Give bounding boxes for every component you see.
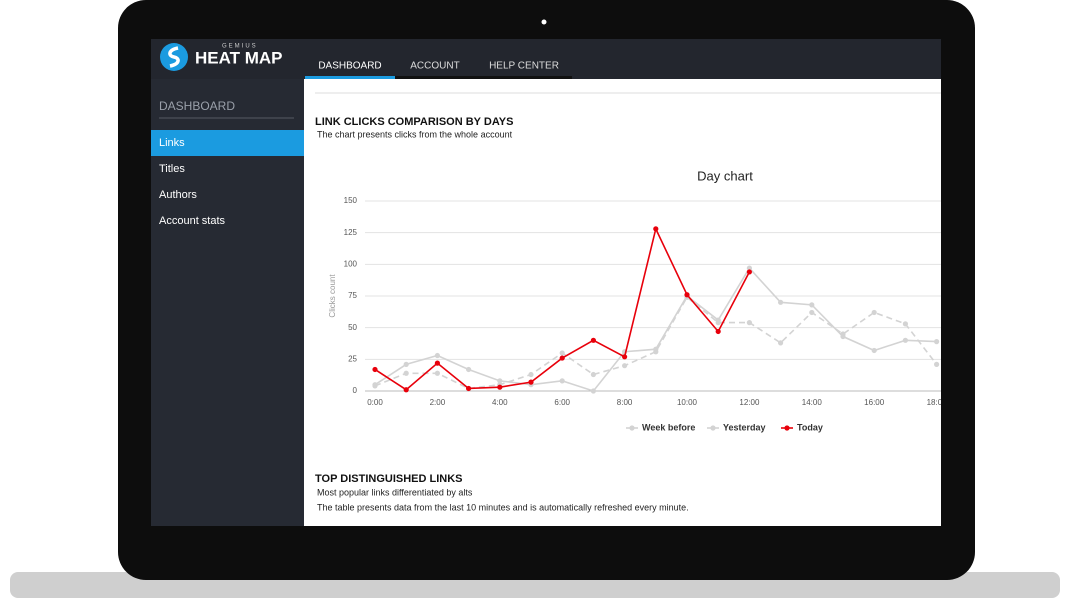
legend-marker — [710, 425, 716, 431]
point — [778, 299, 784, 305]
point — [746, 269, 753, 275]
point — [434, 352, 440, 359]
point — [653, 226, 659, 232]
x-tick-label: 8:00 — [617, 398, 633, 407]
logo-glyph — [168, 46, 180, 68]
y-tick-label: 0 — [353, 386, 358, 395]
point — [934, 339, 940, 345]
section-line: Most popular links differentiated by alt… — [317, 487, 473, 497]
section-title: LINK CLICKS COMPARISON BY DAYS — [315, 116, 513, 128]
point — [715, 317, 721, 323]
point — [684, 292, 690, 298]
point — [778, 340, 784, 346]
point — [403, 361, 409, 367]
x-tick-label: 12:00 — [739, 398, 760, 407]
point — [497, 384, 503, 390]
tab[interactable]: DASHBOARD — [318, 61, 381, 72]
point — [590, 371, 597, 378]
y-tick-label: 100 — [344, 259, 358, 268]
y-tick-label: 25 — [348, 354, 357, 363]
point — [403, 370, 409, 376]
logo-small: GEMIUS — [222, 44, 258, 50]
x-tick-label: 16:00 — [864, 398, 885, 407]
sidebar-active — [151, 130, 304, 156]
top-bar — [151, 39, 941, 79]
point — [466, 385, 472, 392]
y-tick-label: 75 — [348, 291, 357, 300]
y-tick-label: 125 — [344, 228, 358, 237]
point — [653, 346, 659, 352]
point — [840, 333, 846, 340]
legend-marker — [784, 425, 790, 431]
point — [902, 321, 909, 327]
point — [746, 265, 753, 271]
point — [434, 370, 440, 376]
point — [497, 378, 503, 384]
point — [715, 328, 721, 335]
point — [372, 382, 378, 388]
chart-title: Day chart — [697, 168, 753, 183]
y-axis-label: Clicks count — [328, 274, 337, 318]
point — [809, 309, 815, 316]
point — [871, 347, 877, 354]
sidebar-item[interactable]: Account stats — [159, 215, 226, 227]
y-tick-label: 150 — [344, 196, 358, 205]
point — [466, 366, 472, 373]
legend-label: Today — [797, 422, 823, 432]
x-tick-label: 10:00 — [677, 398, 698, 407]
sidebar-item[interactable]: Titles — [159, 163, 185, 175]
logo: HEAT MAP — [195, 48, 283, 67]
section-title: TOP DISTINGUISHED LINKS — [315, 473, 463, 485]
point — [559, 378, 565, 384]
sidebar-item[interactable]: Authors — [159, 189, 197, 201]
legend: Week before Yesterday Today — [626, 422, 823, 432]
point — [934, 361, 940, 367]
point — [403, 387, 409, 393]
x-tick-label: 18:00 — [927, 398, 948, 407]
legend-label: Week before — [642, 422, 695, 432]
point — [809, 302, 815, 308]
x-tick-label: 4:00 — [492, 398, 508, 407]
plot: 0:00 2:00 4:00 6:00 8:00 10:00 12:00 14:00 16:00… — [365, 200, 948, 407]
tab[interactable]: ACCOUNT — [410, 61, 459, 72]
tab-active-underline — [305, 76, 395, 79]
point — [434, 360, 440, 366]
point — [372, 366, 378, 373]
point — [590, 388, 597, 394]
point — [902, 337, 909, 343]
point — [746, 320, 753, 326]
sidebar-item[interactable]: Links — [159, 137, 185, 149]
legend-marker — [629, 425, 635, 431]
point — [590, 337, 597, 343]
point — [559, 355, 565, 361]
point — [528, 371, 534, 378]
x-tick-label: 0:00 — [367, 398, 383, 407]
point — [528, 379, 534, 385]
x-tick-label: 14:00 — [802, 398, 823, 407]
section-subtitle: The chart presents clicks from the whole… — [317, 129, 513, 139]
legend-label: Yesterday — [723, 422, 766, 432]
point — [622, 354, 628, 360]
camera — [541, 19, 547, 25]
section-line: The table presents data from the last 10… — [317, 502, 689, 512]
sidebar-heading: DASHBOARD — [159, 99, 235, 113]
point — [871, 309, 877, 316]
x-tick-label: 2:00 — [430, 398, 446, 407]
x-tick-label: 6:00 — [554, 398, 570, 407]
y-tick-label: 50 — [348, 323, 357, 332]
tab[interactable]: HELP CENTER — [489, 61, 559, 72]
point — [559, 350, 565, 356]
point — [622, 363, 628, 369]
tab-underline — [395, 76, 572, 79]
